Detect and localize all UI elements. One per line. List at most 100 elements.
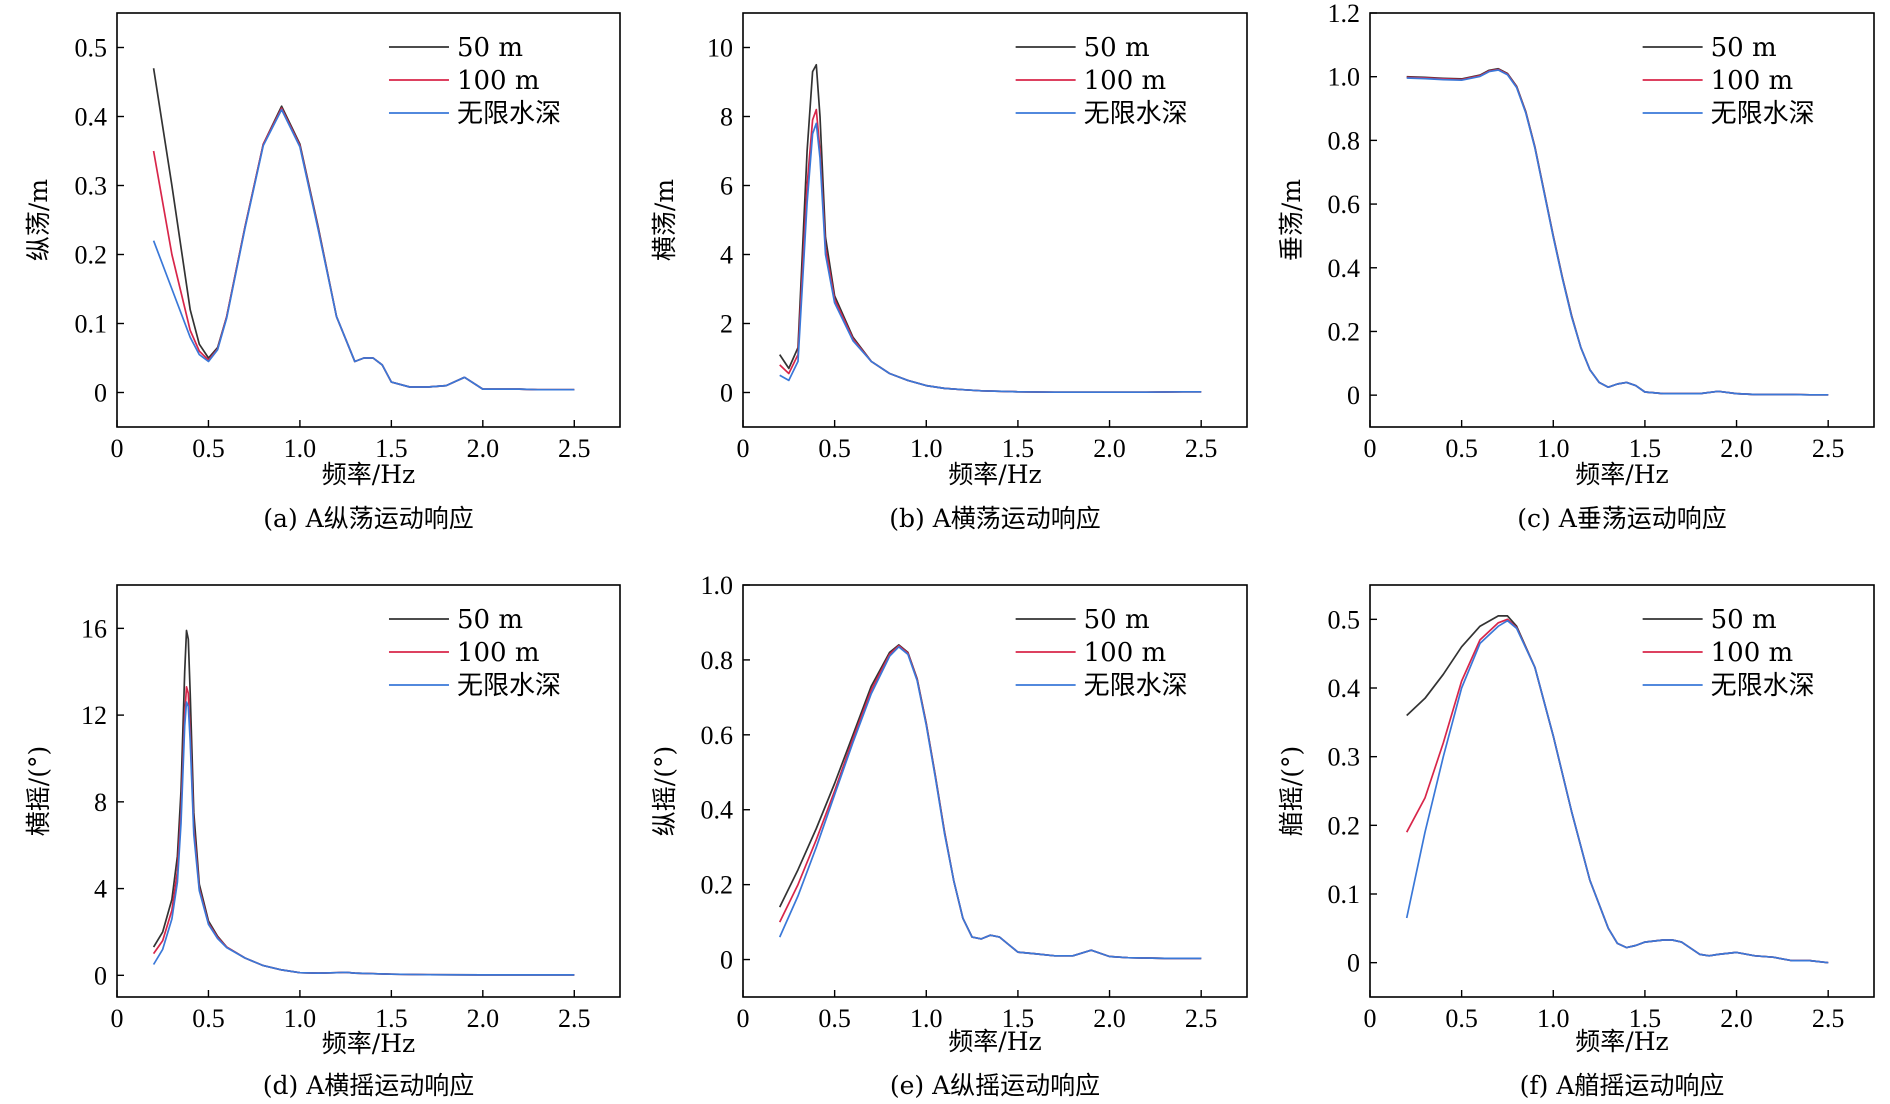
y-tick-label: 0 bbox=[1347, 381, 1360, 410]
x-tick-label: 1.0 bbox=[1537, 434, 1570, 463]
x-tick-label: 1.5 bbox=[375, 1004, 408, 1033]
x-tick-label: 2.0 bbox=[467, 1004, 500, 1033]
x-tick-label: 0.5 bbox=[818, 1004, 851, 1033]
x-axis-label: 频率/Hz bbox=[948, 460, 1041, 489]
y-tick-label: 8 bbox=[720, 103, 733, 132]
x-axis-label: 频率/Hz bbox=[1575, 460, 1668, 489]
x-tick-label: 1.0 bbox=[284, 1004, 317, 1033]
x-tick-label: 1.5 bbox=[375, 434, 408, 463]
legend-entry: 无限水深 bbox=[457, 99, 561, 129]
x-tick-label: 0.5 bbox=[192, 1004, 225, 1033]
y-tick-label: 0.2 bbox=[701, 871, 734, 900]
legend-entry: 无限水深 bbox=[1711, 99, 1815, 129]
series-line-2 bbox=[1405, 619, 1829, 964]
x-tick-label: 0 bbox=[737, 1004, 750, 1033]
x-axis-label: 频率/Hz bbox=[948, 1027, 1041, 1056]
x-tick-label: 0 bbox=[737, 434, 750, 463]
plot-frame bbox=[742, 584, 1248, 998]
chart-panel-2: 0 0.5 1.0 1.5 2.0 2.5 0 0.2 0.4 0.6 0.8 1.0 1.2 频率/Hz… bbox=[1277, 0, 1875, 533]
legend-entry: 100 m bbox=[1711, 66, 1794, 96]
x-tick-label: 2.0 bbox=[1093, 434, 1126, 463]
legend-entry: 50 m bbox=[457, 605, 523, 635]
x-tick-label: 0 bbox=[1364, 1004, 1377, 1033]
y-tick-label: 0.4 bbox=[701, 796, 734, 825]
chart-panel-3: 0 0.5 1.0 1.5 2.0 2.5 0 4 8 12 16 频率/Hz 横摇/(°) (d) A横… bbox=[24, 584, 621, 1100]
x-tick-label: 2.0 bbox=[1720, 434, 1753, 463]
y-tick-label: 0.2 bbox=[1328, 811, 1361, 840]
legend-entry: 无限水深 bbox=[1084, 671, 1188, 701]
x-tick-label: 1.5 bbox=[1002, 434, 1035, 463]
chart-caption: (f) A艏摇运动响应 bbox=[1520, 1071, 1725, 1100]
plot-frame bbox=[1369, 584, 1875, 998]
y-axis-label: 垂荡/m bbox=[1277, 179, 1306, 261]
plot-frame bbox=[742, 12, 1248, 428]
y-tick-label: 0.6 bbox=[1328, 190, 1361, 219]
x-tick-label: 1.0 bbox=[1537, 1004, 1570, 1033]
y-tick-label: 0 bbox=[94, 379, 107, 408]
chart-caption: (b) A横荡运动响应 bbox=[889, 504, 1101, 533]
x-tick-label: 2.5 bbox=[1812, 434, 1845, 463]
y-tick-label: 0.1 bbox=[1328, 880, 1361, 909]
x-tick-label: 1.0 bbox=[910, 1004, 943, 1033]
x-tick-label: 1.5 bbox=[1629, 434, 1662, 463]
y-tick-label: 0.6 bbox=[701, 721, 734, 750]
x-tick-label: 1.0 bbox=[910, 434, 943, 463]
legend-entry: 50 m bbox=[1711, 605, 1777, 635]
legend-entry: 100 m bbox=[457, 638, 540, 668]
x-tick-label: 2.5 bbox=[1812, 1004, 1845, 1033]
x-tick-label: 0 bbox=[111, 434, 124, 463]
x-axis-label: 频率/Hz bbox=[322, 460, 415, 489]
x-tick-label: 1.0 bbox=[284, 434, 317, 463]
y-tick-label: 0 bbox=[94, 961, 107, 990]
legend-entry: 100 m bbox=[1084, 638, 1167, 668]
x-tick-label: 1.5 bbox=[1629, 1004, 1662, 1033]
chart-caption: (d) A横摇运动响应 bbox=[263, 1071, 475, 1100]
y-tick-label: 0.5 bbox=[1328, 605, 1361, 634]
y-tick-label: 10 bbox=[707, 34, 733, 63]
y-tick-label: 0.4 bbox=[75, 103, 108, 132]
y-tick-label: 16 bbox=[81, 614, 107, 643]
chart-panel-0: 0 0.5 1.0 1.5 2.0 2.5 0 0.1 0.2 0.3 0.4 0.5 频率/Hz 纵荡/… bbox=[24, 12, 621, 533]
x-axis-label: 频率/Hz bbox=[1575, 1027, 1668, 1056]
legend-entry: 50 m bbox=[457, 33, 523, 63]
legend-entry: 50 m bbox=[1084, 605, 1150, 635]
y-tick-label: 1.2 bbox=[1328, 0, 1361, 28]
y-tick-label: 0.5 bbox=[75, 34, 108, 63]
y-tick-label: 12 bbox=[81, 701, 107, 730]
y-tick-label: 0 bbox=[720, 379, 733, 408]
legend-entry: 无限水深 bbox=[457, 671, 561, 701]
y-tick-label: 1.0 bbox=[1328, 63, 1361, 92]
series-line-2 bbox=[152, 108, 575, 391]
chart-caption: (a) A纵荡运动响应 bbox=[263, 504, 473, 533]
chart-caption: (e) A纵摇运动响应 bbox=[890, 1071, 1100, 1100]
x-axis-label: 频率/Hz bbox=[322, 1029, 415, 1058]
legend-entry: 50 m bbox=[1084, 33, 1150, 63]
x-tick-label: 2.5 bbox=[558, 434, 591, 463]
x-tick-label: 0 bbox=[111, 1004, 124, 1033]
series-line-2 bbox=[778, 645, 1202, 960]
x-tick-label: 2.5 bbox=[1185, 434, 1218, 463]
y-tick-label: 0 bbox=[1347, 949, 1360, 978]
series-line-2 bbox=[1406, 69, 1829, 396]
chart-panel-5: 0 0.5 1.0 1.5 2.0 2.5 0 0.1 0.2 0.3 0.4 0.5 频率/Hz 艏摇/… bbox=[1277, 584, 1875, 1100]
legend-entry: 100 m bbox=[1711, 638, 1794, 668]
y-tick-label: 0.4 bbox=[1328, 674, 1361, 703]
legend-entry: 无限水深 bbox=[1084, 99, 1188, 129]
chart-panel-4: 0 0.5 1.0 1.5 2.0 2.500.20.40.60.81.0频率/Hz纵摇/… bbox=[650, 571, 1248, 1100]
y-tick-label: 0.1 bbox=[75, 310, 108, 339]
y-axis-label: 艏摇/(°) bbox=[1277, 746, 1306, 836]
x-tick-label: 2.5 bbox=[1185, 1004, 1218, 1033]
series-line-1 bbox=[779, 108, 1202, 394]
x-tick-label: 0.5 bbox=[818, 434, 851, 463]
y-tick-label: 0.2 bbox=[1328, 317, 1361, 346]
y-tick-label: 4 bbox=[720, 241, 733, 270]
x-tick-label: 2.0 bbox=[1093, 1004, 1126, 1033]
series-line-2 bbox=[779, 122, 1202, 394]
y-tick-label: 1.0 bbox=[701, 571, 734, 600]
x-tick-label: 2.5 bbox=[558, 1004, 591, 1033]
legend-entry: 50 m bbox=[1711, 33, 1777, 63]
y-tick-label: 0.3 bbox=[75, 172, 108, 201]
y-axis-label: 纵摇/(°) bbox=[650, 746, 679, 836]
y-tick-label: 0 bbox=[720, 946, 733, 975]
